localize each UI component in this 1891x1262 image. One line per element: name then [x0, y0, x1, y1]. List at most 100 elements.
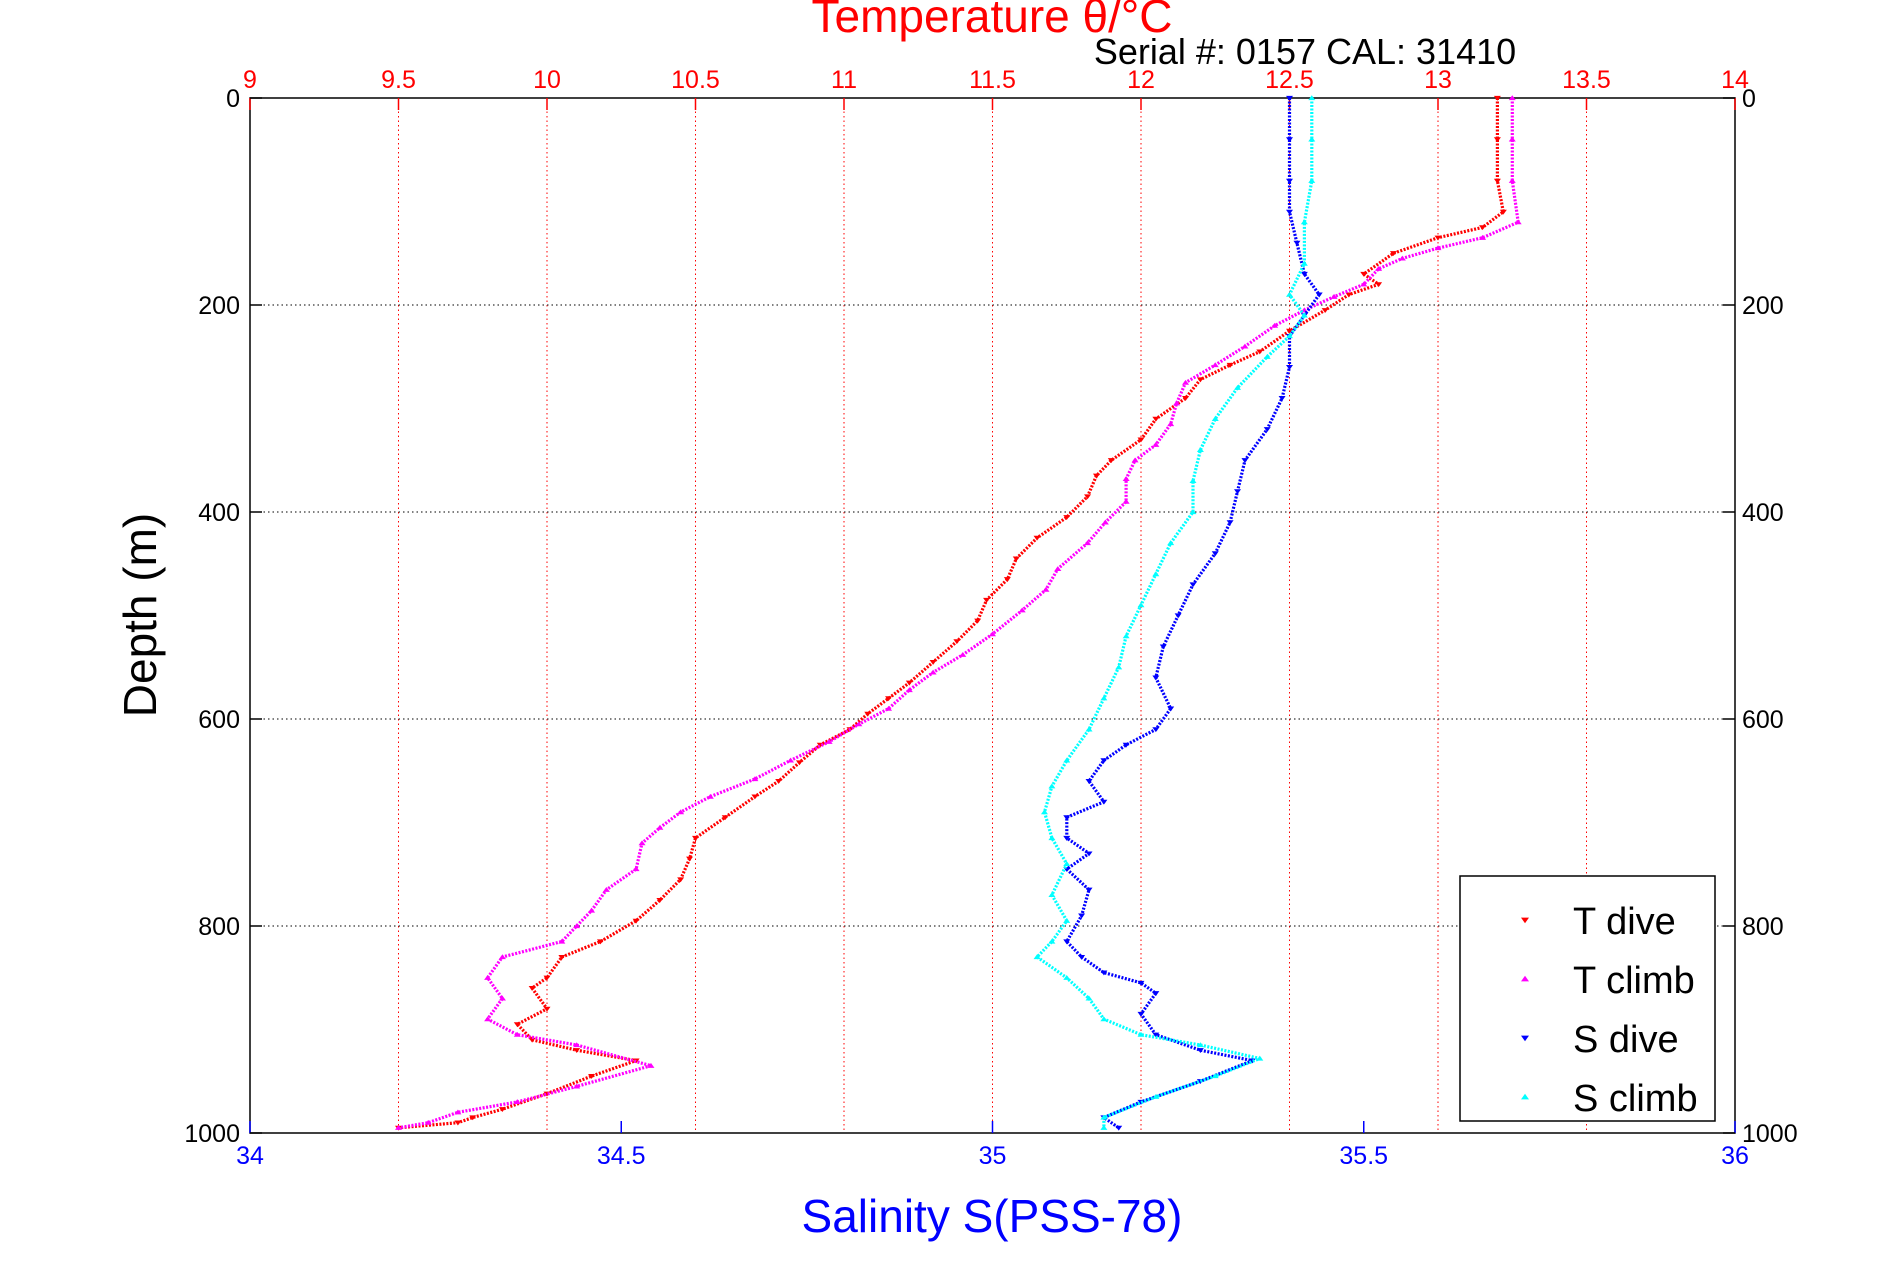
data-point: [632, 918, 640, 924]
data-point: [1226, 520, 1234, 526]
data-point: [1137, 602, 1145, 608]
data-point: [1493, 178, 1501, 184]
data-point: [1499, 209, 1507, 215]
data-point: [1152, 727, 1160, 733]
data-point: [974, 618, 982, 624]
data-point: [953, 639, 961, 645]
salinity-tick-label: 34: [236, 1142, 264, 1170]
data-point: [1137, 1099, 1145, 1105]
data-point: [775, 779, 783, 784]
data-point: [1018, 607, 1026, 613]
data-point: [1085, 779, 1093, 784]
data-point: [543, 975, 551, 981]
temp-tick-label: 12: [1127, 66, 1155, 94]
data-point: [1100, 695, 1108, 701]
data-point: [656, 898, 664, 903]
temp-tick-label: 9: [243, 66, 257, 94]
data-point: [1122, 498, 1130, 504]
depth-tick-label-left: 800: [198, 913, 240, 941]
data-point: [498, 1107, 506, 1112]
data-point: [1012, 556, 1020, 562]
data-point: [1078, 954, 1086, 960]
data-point: [1137, 437, 1145, 443]
data-point: [647, 1062, 655, 1068]
temp-tick-label: 11.5: [969, 66, 1016, 94]
data-point: [692, 835, 699, 841]
data-point: [1300, 271, 1308, 277]
data-point: [1226, 362, 1234, 368]
data-point: [929, 659, 937, 665]
data-point: [1063, 515, 1071, 520]
data-point: [1115, 1125, 1123, 1131]
data-point: [1360, 281, 1368, 287]
data-point: [686, 856, 694, 862]
data-point: [1286, 137, 1293, 143]
series-s-dive: [1063, 95, 1323, 1131]
data-point: [1300, 219, 1308, 225]
data-point: [1085, 726, 1093, 732]
data-point: [1211, 416, 1219, 421]
data-point: [751, 794, 759, 800]
data-point: [1048, 783, 1056, 789]
data-point: [632, 866, 640, 872]
data-point: [573, 923, 581, 929]
data-point: [528, 1037, 536, 1043]
data-point: [1211, 1073, 1219, 1079]
data-point: [1493, 95, 1501, 101]
data-point: [1085, 851, 1093, 857]
data-point: [1479, 225, 1487, 231]
data-point: [1152, 1093, 1160, 1099]
data-point: [905, 687, 913, 693]
temp-tick-label: 13: [1424, 66, 1452, 94]
data-point: [1100, 758, 1108, 764]
data-point: [1152, 571, 1160, 577]
data-point: [1054, 566, 1062, 572]
data-point: [885, 696, 893, 702]
data-point: [1048, 892, 1056, 898]
data-point: [1479, 234, 1487, 240]
data-point: [1084, 494, 1092, 500]
data-point: [513, 1099, 521, 1105]
salinity-tick-label: 34.5: [597, 1142, 646, 1170]
data-point: [1308, 136, 1316, 142]
temp-tick-label: 13.5: [1562, 66, 1611, 94]
data-point: [484, 1016, 492, 1022]
data-point: [1234, 385, 1242, 390]
data-point: [498, 954, 506, 960]
data-point: [1137, 1011, 1145, 1017]
data-point: [1508, 136, 1516, 142]
data-point: [1100, 1125, 1108, 1130]
data-point: [1092, 473, 1100, 479]
data-point: [454, 1120, 462, 1126]
data-point: [1389, 251, 1397, 257]
data-point: [1152, 1032, 1160, 1038]
data-point: [1286, 333, 1293, 339]
data-point: [1122, 476, 1130, 481]
data-point: [1286, 95, 1293, 101]
data-point: [1152, 416, 1160, 422]
data-point: [1286, 328, 1293, 334]
data-point: [1167, 706, 1175, 712]
data-point: [959, 652, 967, 657]
data-point: [1174, 613, 1182, 619]
data-point: [1085, 995, 1093, 1001]
depth-tick-label-right: 200: [1742, 292, 1784, 320]
data-point: [602, 886, 610, 892]
data-point: [1137, 1031, 1145, 1037]
data-point: [677, 877, 685, 883]
data-point: [395, 1125, 402, 1130]
data-point: [1300, 312, 1308, 318]
series-t-dive: [395, 95, 1507, 1131]
data-point: [751, 776, 759, 782]
data-point: [1508, 95, 1516, 101]
data-point: [1100, 1114, 1108, 1120]
data-point: [1107, 458, 1115, 464]
data-point: [1122, 742, 1130, 748]
data-point: [588, 1073, 596, 1079]
depth-tick-label-left: 600: [198, 706, 240, 734]
data-point: [1115, 664, 1123, 670]
data-point: [1048, 835, 1056, 841]
temp-tick-label: 9.5: [381, 66, 416, 94]
data-point: [1375, 265, 1383, 271]
data-point: [656, 824, 664, 830]
